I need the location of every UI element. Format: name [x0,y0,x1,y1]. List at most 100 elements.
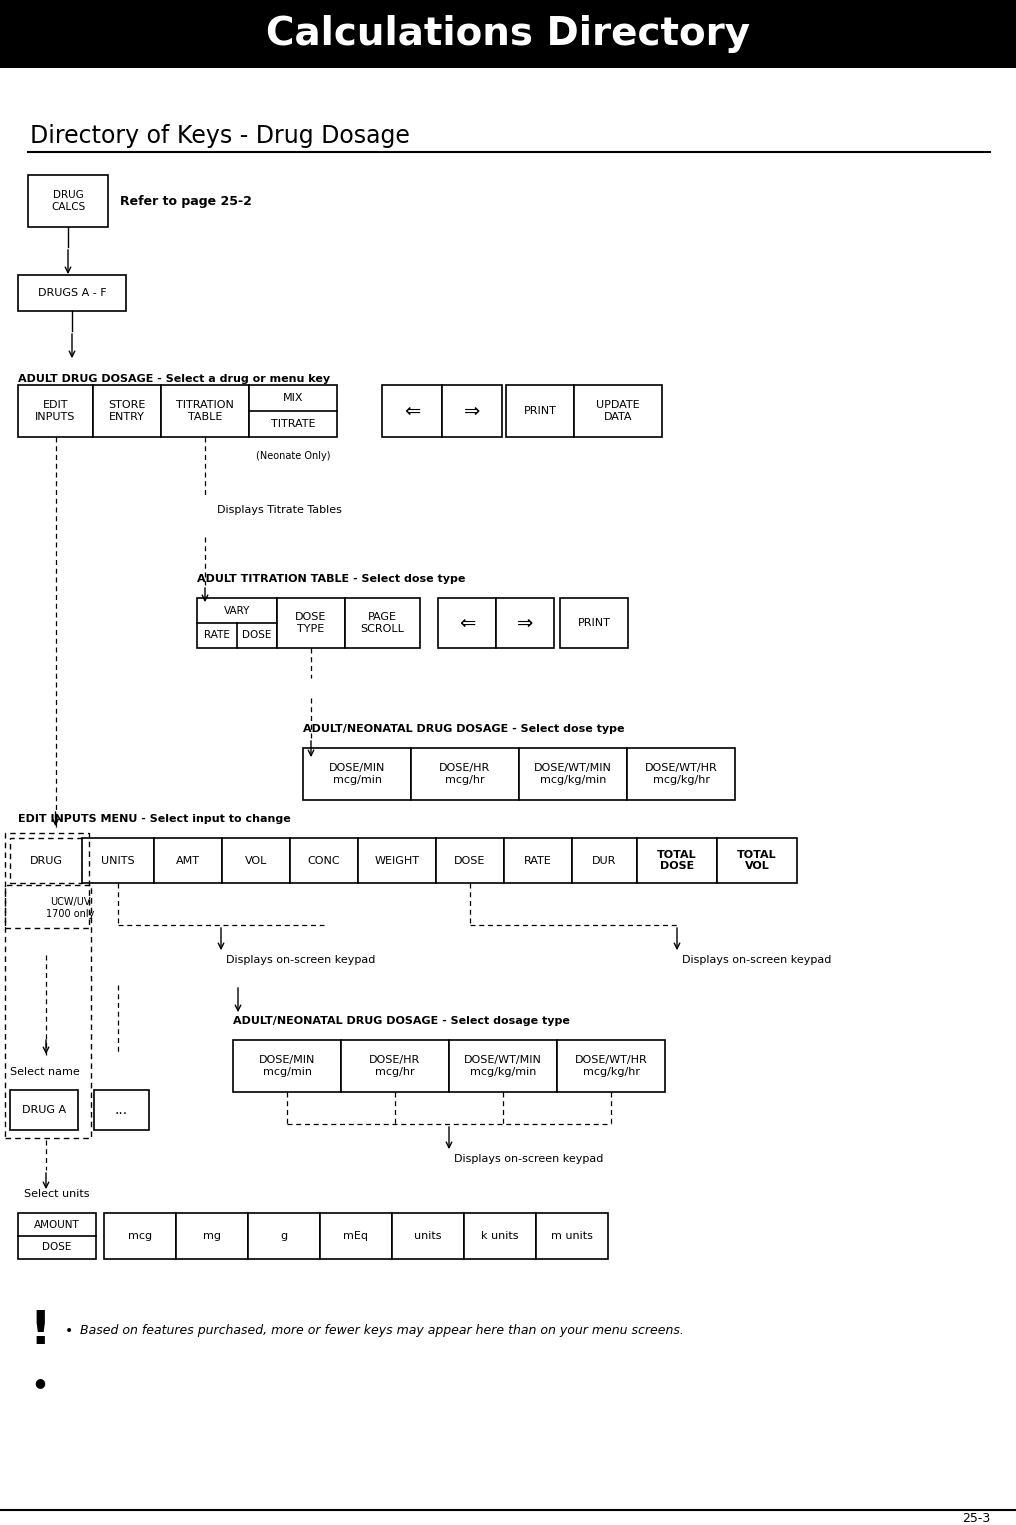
Text: UCW/UV
1700 only: UCW/UV 1700 only [46,897,94,918]
Text: WEIGHT: WEIGHT [375,856,420,866]
Bar [519,747,627,801]
Text: DOSE/HR
mcg/hr: DOSE/HR mcg/hr [370,1055,421,1077]
Text: ADULT DRUG DOSAGE - Select a drug or menu key: ADULT DRUG DOSAGE - Select a drug or men… [18,374,330,384]
Bar [464,1212,536,1260]
Text: DOSE: DOSE [43,1243,72,1252]
Text: ●: ● [35,1376,46,1389]
Bar [504,839,572,883]
Bar [154,839,223,883]
Text: ⇐: ⇐ [459,613,475,633]
Text: DOSE/WT/MIN
mcg/kg/min: DOSE/WT/MIN mcg/kg/min [534,762,612,785]
Bar [382,384,442,438]
Bar [0,0,1016,69]
Bar [303,747,411,801]
Text: DRUGS A - F: DRUGS A - F [38,288,107,297]
Bar [161,384,249,438]
Text: TITRATE: TITRATE [270,419,315,429]
Bar [572,839,637,883]
Text: (Neonate Only): (Neonate Only) [256,451,330,461]
Bar [5,884,91,1138]
Text: m units: m units [551,1231,593,1241]
Bar [449,1040,557,1092]
Bar [248,1212,320,1260]
Bar [18,384,93,438]
Text: Calculations Directory: Calculations Directory [266,15,750,53]
Bar [560,598,628,648]
Text: units: units [415,1231,442,1241]
Text: DOSE/WT/HR
mcg/kg/hr: DOSE/WT/HR mcg/kg/hr [575,1055,647,1077]
Text: TOTAL
VOL: TOTAL VOL [738,849,777,871]
Text: DRUG A: DRUG A [22,1106,66,1115]
Text: DOSE/WT/HR
mcg/kg/hr: DOSE/WT/HR mcg/kg/hr [644,762,717,785]
Text: Refer to page 25-2: Refer to page 25-2 [120,195,252,207]
Bar [197,598,277,648]
Text: ⇒: ⇒ [517,613,533,633]
Bar [341,1040,449,1092]
Text: g: g [280,1231,288,1241]
Bar [28,175,108,227]
Bar [717,839,797,883]
Text: k units: k units [482,1231,519,1241]
Text: 25-3: 25-3 [962,1511,990,1525]
Bar [358,839,436,883]
Text: mcg: mcg [128,1231,152,1241]
Bar [320,1212,392,1260]
Text: RATE: RATE [204,630,230,640]
Text: mEq: mEq [343,1231,369,1241]
Bar [536,1212,608,1260]
Bar [436,839,504,883]
Bar [290,839,358,883]
Text: PAGE
SCROLL: PAGE SCROLL [361,612,404,634]
Bar [627,747,735,801]
Bar [345,598,420,648]
Bar [176,1212,248,1260]
Text: EDIT INPUTS MENU - Select input to change: EDIT INPUTS MENU - Select input to chang… [18,814,291,824]
Text: Select name: Select name [10,1068,79,1077]
Bar [438,598,496,648]
Text: DOSE/WT/MIN
mcg/kg/min: DOSE/WT/MIN mcg/kg/min [464,1055,542,1077]
Text: Based on features purchased, more or fewer keys may appear here than on your men: Based on features purchased, more or few… [80,1324,684,1337]
Bar [5,833,89,929]
Text: STORE
ENTRY: STORE ENTRY [109,400,145,422]
Text: CONC: CONC [308,856,340,866]
Text: Select units: Select units [24,1190,89,1199]
Text: RATE: RATE [524,856,552,866]
Text: MIX: MIX [282,393,303,403]
Text: Displays on-screen keypad: Displays on-screen keypad [682,955,831,965]
Text: DRUG: DRUG [29,856,63,866]
Text: DOSE/MIN
mcg/min: DOSE/MIN mcg/min [329,762,385,785]
Text: DOSE/MIN
mcg/min: DOSE/MIN mcg/min [259,1055,315,1077]
Text: ⇒: ⇒ [464,401,481,421]
Text: TOTAL
DOSE: TOTAL DOSE [657,849,697,871]
Text: UNITS: UNITS [102,856,135,866]
Text: TITRATION
TABLE: TITRATION TABLE [176,400,234,422]
Text: DOSE
TYPE: DOSE TYPE [296,612,327,634]
Text: ADULT/NEONATAL DRUG DOSAGE - Select dosage type: ADULT/NEONATAL DRUG DOSAGE - Select dosa… [233,1016,570,1026]
Text: Displays Titrate Tables: Displays Titrate Tables [217,505,341,515]
Text: ...: ... [115,1103,128,1116]
Text: VARY: VARY [224,605,250,616]
Text: Calculations Directory: Calculations Directory [266,15,750,53]
Bar [10,1090,78,1130]
Bar [18,1212,96,1260]
Bar [82,839,154,883]
Bar [233,1040,341,1092]
Text: !: ! [29,1308,51,1354]
Bar [18,274,126,311]
Bar [104,1212,176,1260]
Text: Directory of Keys - Drug Dosage: Directory of Keys - Drug Dosage [30,124,409,148]
Bar [94,1090,149,1130]
Bar [637,839,717,883]
Bar [411,747,519,801]
Text: AMOUNT: AMOUNT [35,1220,80,1229]
Text: PRINT: PRINT [523,406,557,416]
Text: •: • [65,1324,73,1337]
Bar [392,1212,464,1260]
Text: ⇐: ⇐ [403,401,421,421]
Bar [557,1040,665,1092]
Bar [277,598,345,648]
Text: Displays on-screen keypad: Displays on-screen keypad [454,1154,604,1164]
Text: UPDATE
DATA: UPDATE DATA [596,400,640,422]
Bar [249,384,337,438]
Text: DRUG
CALCS: DRUG CALCS [51,191,85,212]
